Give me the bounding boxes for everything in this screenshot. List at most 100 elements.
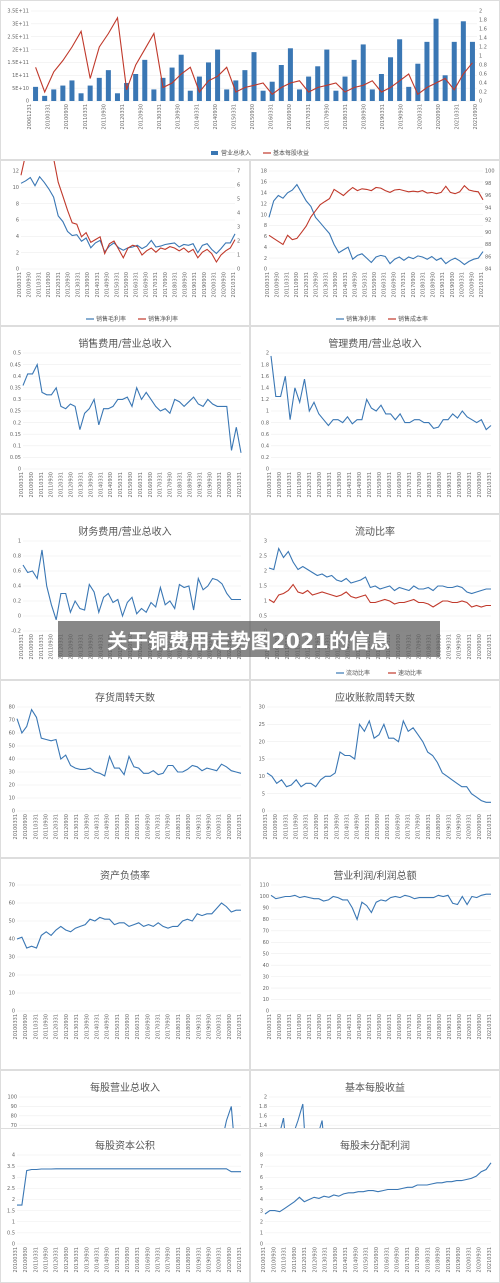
- bar: [442, 75, 448, 101]
- x-tick-label: 20210331: [231, 272, 237, 297]
- x-tick-label: 20110331: [282, 1247, 288, 1272]
- y-tick-label: -0.2: [11, 629, 21, 635]
- bar: [333, 90, 339, 101]
- x-tick-label: 20140331: [343, 272, 349, 297]
- x-tick-label: 20210331: [487, 472, 493, 497]
- y-tick-label: 1: [18, 539, 21, 545]
- x-tick-label: 20190930: [206, 1014, 212, 1039]
- series-line: [22, 362, 242, 453]
- y-tick-label: 1.6: [259, 1114, 267, 1120]
- x-tick-label: 20130331: [327, 472, 333, 497]
- y-tick-label: 2.5E+11: [7, 34, 29, 40]
- x-tick-label: 20150930: [125, 1014, 131, 1039]
- x-tick-label: 20110930: [292, 1247, 298, 1272]
- bar: [315, 66, 321, 101]
- x-tick-label: 20150930: [372, 272, 378, 297]
- x-tick-label: 20100930: [64, 104, 70, 129]
- x-tick-label: 20120331: [307, 1014, 313, 1039]
- legend-label: 流动比率: [346, 669, 370, 677]
- chart-title: 销售费用/营业总收入: [78, 339, 172, 350]
- y-tick-label: 2: [264, 256, 267, 262]
- y-tick-label: 4: [264, 245, 267, 251]
- x-tick-label: 20150331: [365, 814, 371, 839]
- x-tick-label: 20160930: [143, 272, 149, 297]
- legend-label: 营业总收入: [221, 149, 251, 157]
- y-tick-label: 100: [7, 1095, 17, 1101]
- x-tick-label: 20160331: [269, 104, 275, 129]
- x-tick-label: 20110930: [297, 472, 303, 497]
- x-tick-label: 20110930: [46, 272, 52, 297]
- bar: [397, 39, 403, 101]
- chart-title: 流动比率: [355, 527, 395, 538]
- bar: [196, 76, 202, 101]
- chart-svg: 0 10 20 30 40 50 60 70 80 90 100 110 20100331 2010093…: [259, 883, 493, 1040]
- y-tick-label: 1.5E+11: [7, 60, 29, 66]
- x-tick-label: 20200930: [227, 472, 233, 497]
- y-tick-label: 16: [261, 180, 267, 186]
- y-tick-label: 2.5: [259, 554, 267, 560]
- y-tick-label: 0: [12, 1242, 15, 1248]
- x-tick-label: 20180331: [426, 814, 432, 839]
- y-tick-label: 20: [263, 986, 269, 992]
- y2-tick-label: 0.6: [479, 72, 487, 78]
- y-tick-label: 12: [261, 201, 267, 207]
- y-tick-label: 4: [16, 234, 19, 240]
- chart-inventory-days: 存货周转天数 0 10 20 30 40 50 60 70 80 20100331 20100930 2…: [0, 680, 250, 858]
- x-tick-label: 20120331: [54, 814, 60, 839]
- y-tick-label: 0: [12, 1009, 15, 1015]
- x-tick-label: 20150930: [377, 1014, 383, 1039]
- x-tick-label: 20100331: [19, 472, 25, 497]
- x-tick-label: 20190331: [447, 1014, 453, 1039]
- y2-tick-label: 1.8: [479, 18, 487, 24]
- bar: [388, 57, 394, 101]
- y2-tick-label: 0.2: [479, 90, 487, 96]
- y-tick-label: 80: [11, 1114, 17, 1120]
- y-tick-label: 0: [264, 267, 267, 273]
- x-tick-label: 20120331: [304, 272, 310, 297]
- x-tick-label: 20180930: [430, 272, 436, 297]
- y-tick-label: 80: [9, 705, 15, 711]
- y-tick-label: 70: [263, 929, 269, 935]
- y-tick-label: 10: [263, 997, 269, 1003]
- x-tick-label: 20110331: [39, 634, 45, 659]
- legend-label: 销售毛利率: [96, 315, 126, 323]
- x-tick-label: 20150930: [374, 1247, 380, 1272]
- x-tick-label: 20160930: [145, 1247, 151, 1272]
- y-tick-label: 1: [260, 1231, 263, 1237]
- y-tick-label: 30: [263, 974, 269, 980]
- y2-tick-label: 6: [237, 183, 240, 189]
- y-tick-label: 8: [16, 201, 19, 207]
- x-tick-label: 20180331: [343, 104, 349, 129]
- chart-svg: 0 5 10 15 20 25 30 20100331 20100930 20110331 2011…: [259, 705, 493, 840]
- x-tick-label: 20140930: [357, 472, 363, 497]
- chart-title: 资产负债率: [100, 871, 150, 882]
- x-tick-label: 20160331: [134, 272, 140, 297]
- x-tick-label: 20190930: [450, 272, 456, 297]
- x-tick-label: 20110331: [287, 1014, 293, 1039]
- x-tick-label: 20170331: [153, 272, 159, 297]
- x-tick-label: 20160331: [135, 1247, 141, 1272]
- x-tick-label: 20100331: [17, 272, 23, 297]
- y-tick-label: 10: [9, 796, 15, 802]
- x-tick-label: 20200930: [436, 104, 442, 129]
- y2-tick-label: 5: [237, 197, 240, 203]
- x-tick-label: 20110331: [83, 104, 89, 129]
- x-tick-label: 20120331: [59, 472, 65, 497]
- y2-tick-label: 3: [237, 225, 240, 231]
- y-tick-label: 20: [9, 973, 15, 979]
- x-tick-label: 20180331: [173, 272, 179, 297]
- chart-title: 应收账款周转天数: [335, 693, 415, 704]
- y-tick-label: 0: [262, 809, 265, 815]
- x-tick-label: 20140930: [357, 1014, 363, 1039]
- x-tick-label: 20130331: [157, 104, 163, 129]
- chart-receivable-days: 应收账款周转天数 0 5 10 15 20 25 30 20100331 20100930 2011…: [250, 680, 500, 858]
- x-tick-label: 20200930: [477, 634, 483, 659]
- y-tick-label: 1.2: [261, 397, 269, 403]
- y-tick-label: 1.6: [261, 374, 269, 380]
- x-tick-label: 20210331: [487, 1247, 493, 1272]
- y2-tick-label: 0.4: [479, 81, 487, 87]
- x-tick-label: 20170930: [416, 814, 422, 839]
- x-tick-label: 20170930: [415, 1247, 421, 1272]
- x-tick-label: 20190331: [196, 1014, 202, 1039]
- y2-tick-label: 2: [237, 239, 240, 245]
